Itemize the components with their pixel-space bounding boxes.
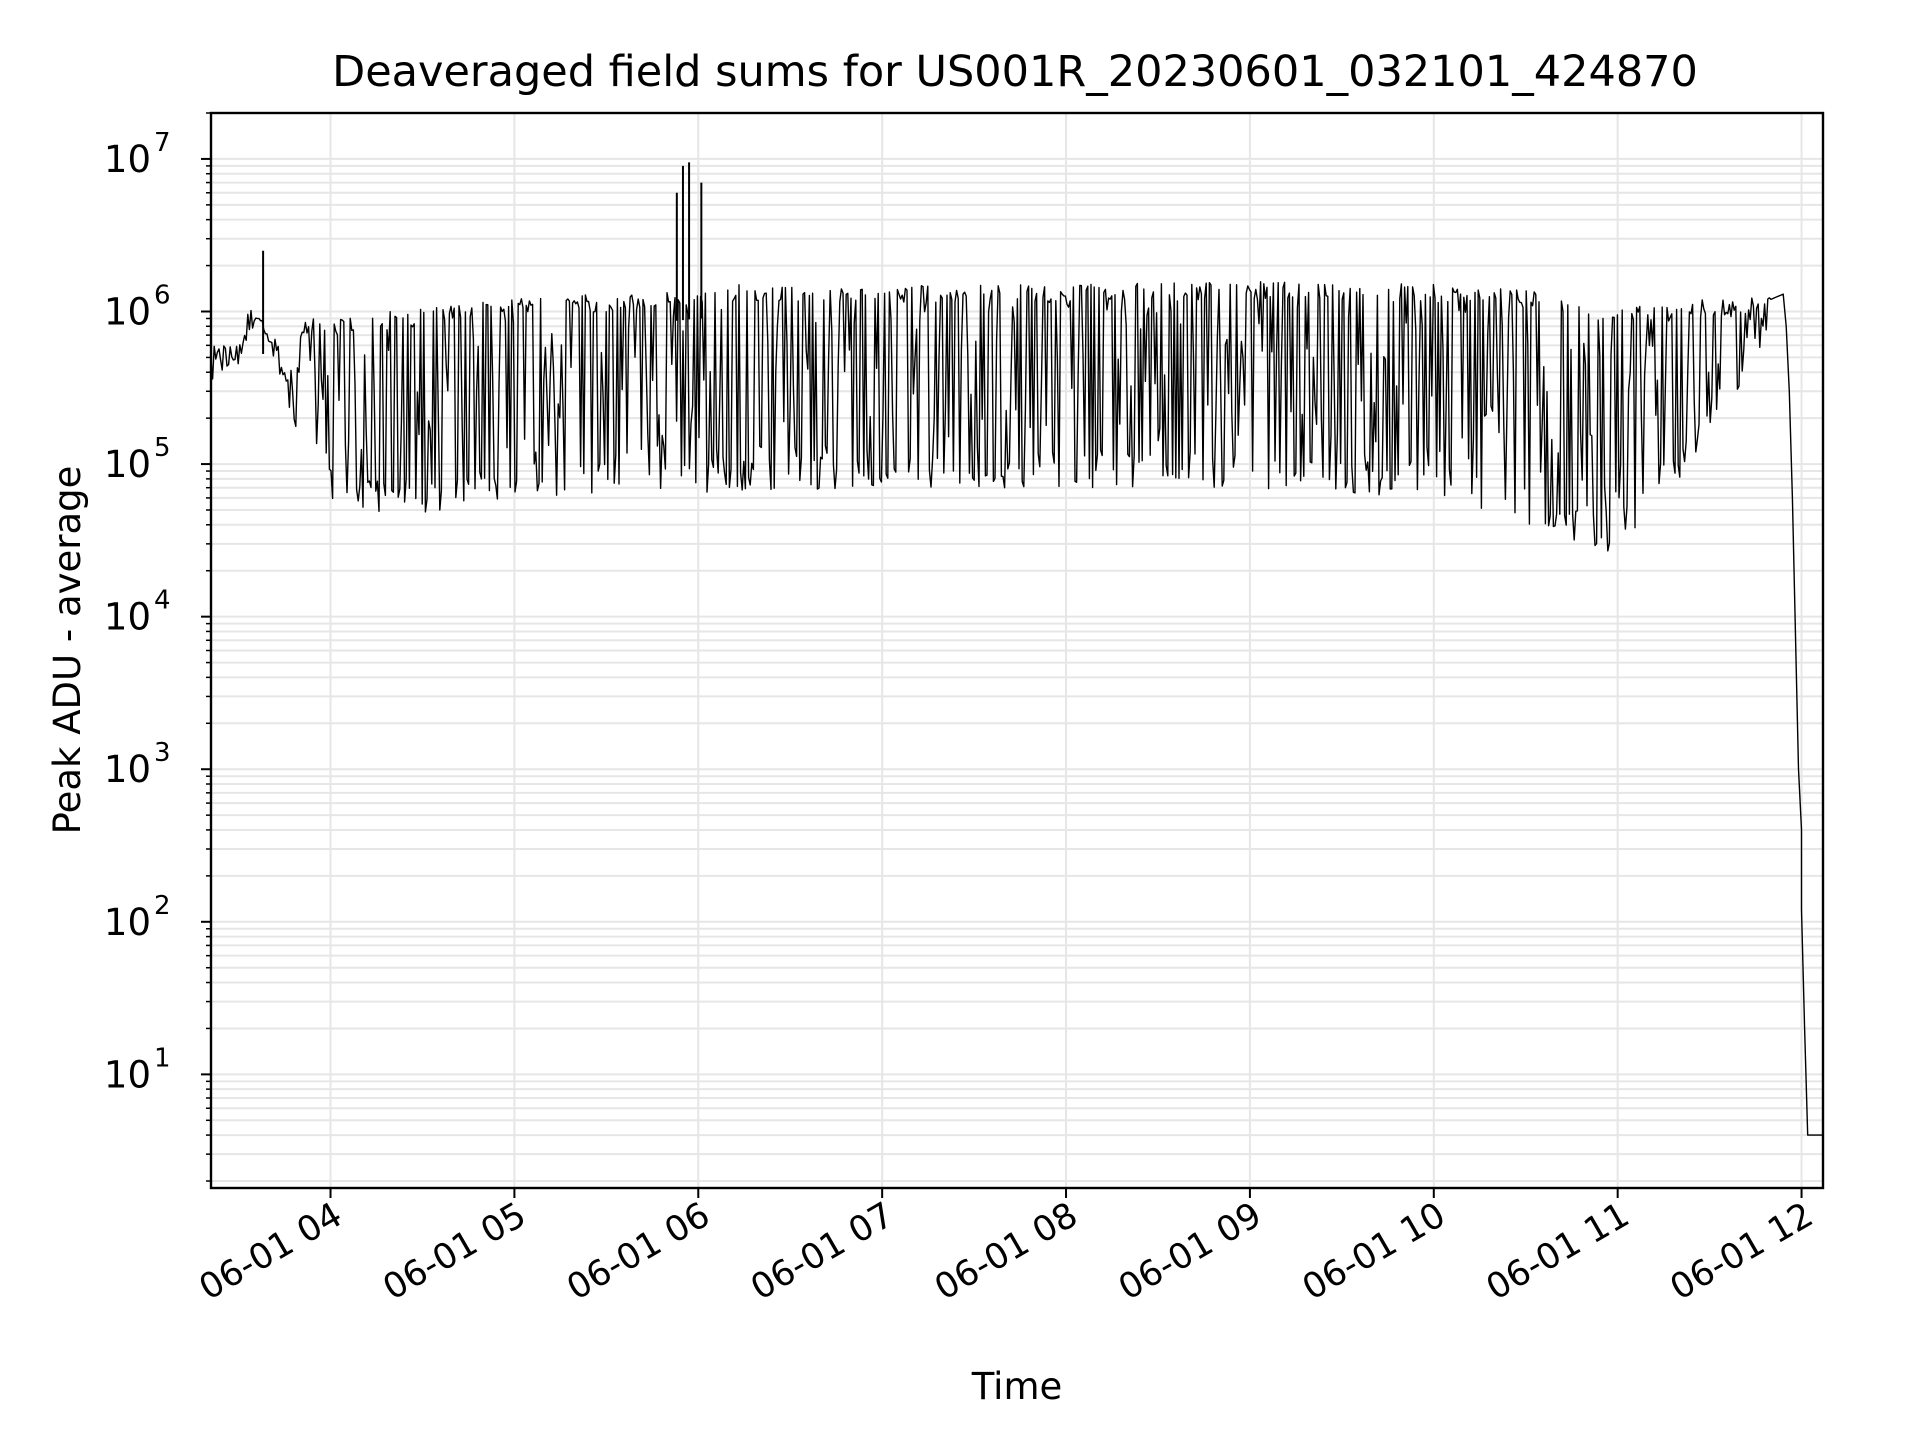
y-tick-label: 10 <box>104 596 151 639</box>
y-tick-exponent: 5 <box>154 433 171 463</box>
y-tick-label: 10 <box>104 138 151 181</box>
series-line <box>210 281 1823 1136</box>
y-tick-exponent: 7 <box>154 128 171 158</box>
y-tick-exponent: 2 <box>154 891 171 921</box>
y-tick-label: 10 <box>104 291 151 334</box>
plot-area <box>210 162 1823 1136</box>
y-tick-exponent: 6 <box>154 281 171 311</box>
y-tick-exponent: 4 <box>154 586 171 616</box>
y-axis-label: Peak ADU - average <box>46 466 89 835</box>
y-tick-label: 10 <box>104 1053 151 1096</box>
y-tick-exponent: 3 <box>154 738 171 768</box>
x-axis-label: Time <box>971 1365 1063 1408</box>
y-tick-exponent: 1 <box>154 1043 171 1073</box>
chart-title: Deaveraged field sums for US001R_2023060… <box>332 47 1698 97</box>
y-tick-label: 10 <box>104 748 151 791</box>
y-tick-label: 10 <box>104 443 151 486</box>
grid <box>211 112 1823 1188</box>
y-tick-label: 10 <box>104 901 151 944</box>
